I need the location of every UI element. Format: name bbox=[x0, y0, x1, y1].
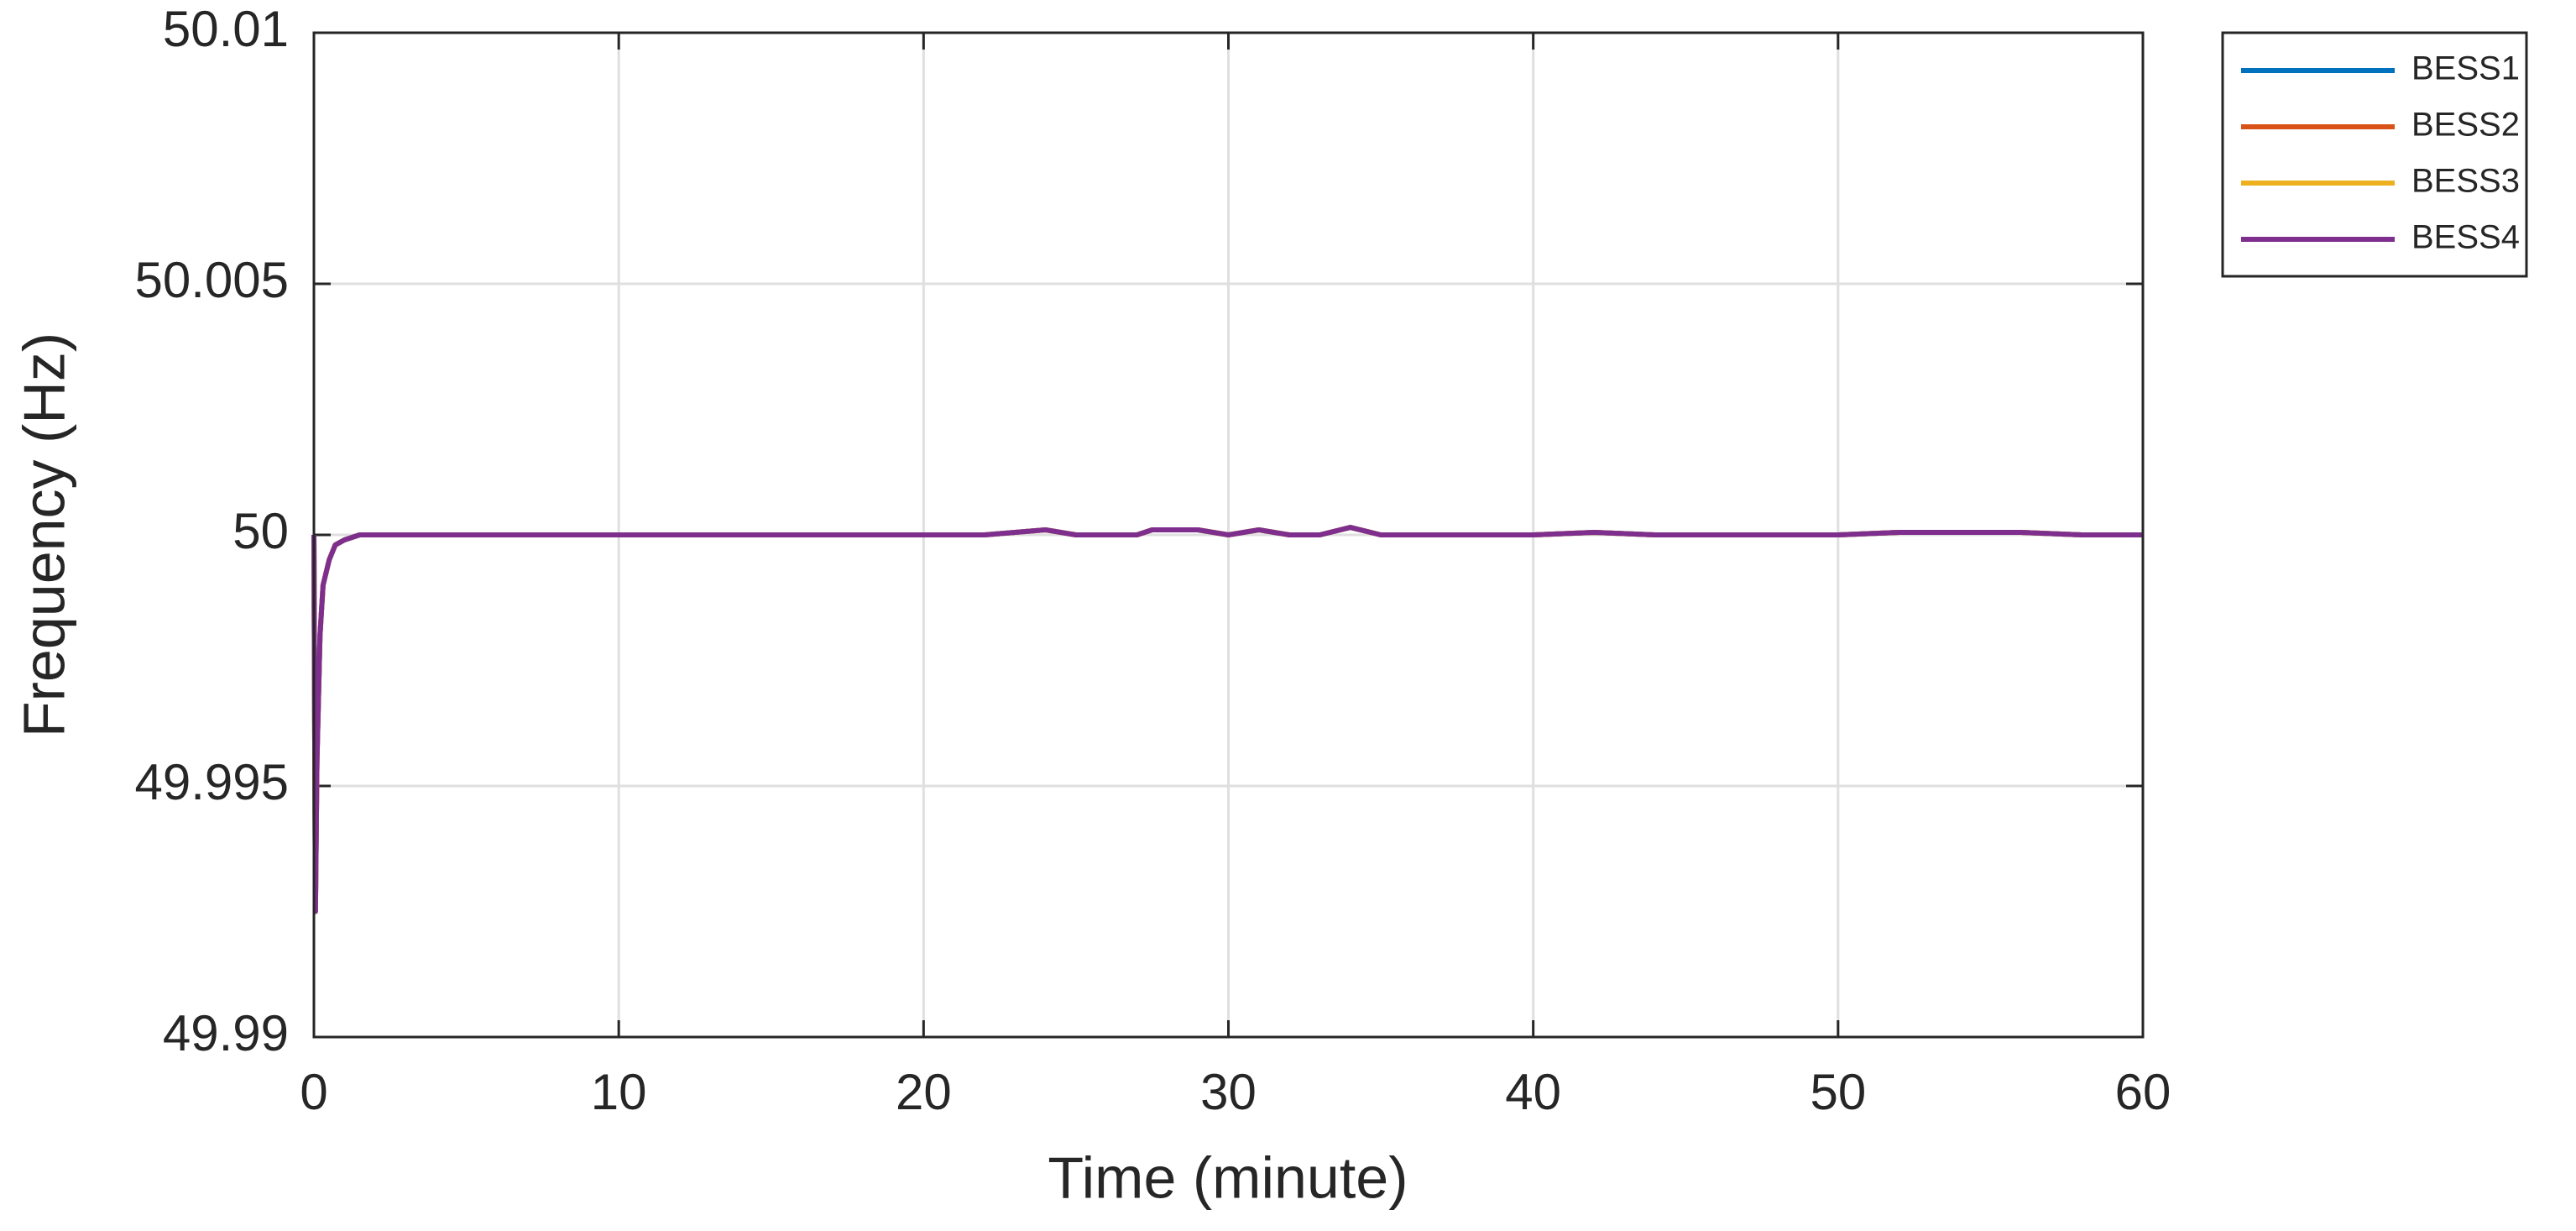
y-axis-label: Frequency (Hz) bbox=[11, 333, 76, 737]
y-tick-label: 50 bbox=[233, 503, 289, 559]
legend-box bbox=[2221, 31, 2528, 278]
data-line bbox=[311, 525, 2143, 914]
y-tick-label: 49.995 bbox=[134, 754, 289, 810]
legend-label: BESS1 bbox=[2411, 50, 2520, 87]
x-tick-label: 10 bbox=[591, 1064, 647, 1120]
y-tick-label: 49.99 bbox=[163, 1005, 289, 1061]
x-tick-label: 40 bbox=[1505, 1064, 1561, 1120]
x-tick-label: 20 bbox=[896, 1064, 952, 1120]
x-axis-label: Time (minute) bbox=[1048, 1145, 1408, 1210]
x-tick-label: 30 bbox=[1200, 1064, 1257, 1120]
plot-frame bbox=[312, 31, 2145, 1039]
x-tick-label: 0 bbox=[300, 1064, 327, 1120]
y-tick-label: 50.005 bbox=[134, 252, 289, 308]
legend-label: BESS2 bbox=[2411, 107, 2520, 144]
legend-label: BESS4 bbox=[2411, 219, 2520, 256]
x-tick-label: 60 bbox=[2115, 1064, 2171, 1120]
legend-label: BESS3 bbox=[2411, 163, 2520, 200]
y-tick-label: 50.01 bbox=[163, 1, 289, 57]
x-tick-label: 50 bbox=[1810, 1064, 1866, 1120]
